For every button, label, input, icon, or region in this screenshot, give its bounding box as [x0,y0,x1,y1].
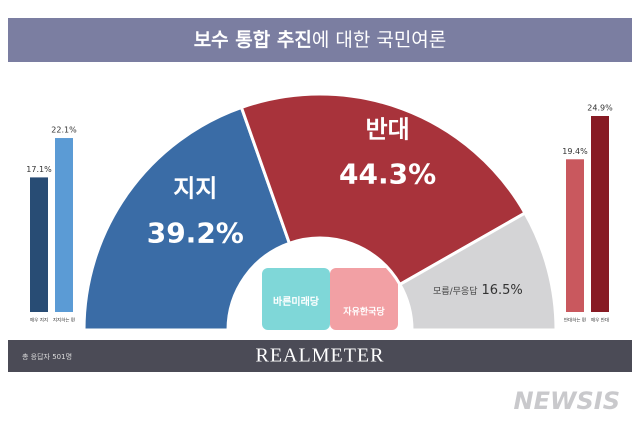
bar-category: 지지하는 편 [53,317,75,324]
bar [55,138,73,312]
footer-band [8,340,632,372]
header-band [8,18,632,62]
bar [30,177,48,312]
footer-brand: REALMETER [256,345,385,367]
bar-category: 반대하는 편 [564,317,586,324]
segment-name: 모름/무응답 [433,285,477,297]
bar-value: 22.1% [51,126,77,135]
logo-box [330,268,398,330]
logo-text: 바른미래당 [273,295,320,308]
logo-box [262,268,330,330]
title-rest: 에 대한 국민여론 [312,29,446,51]
bar-value: 19.4% [562,147,588,156]
logo-text: 자유한국당 [343,306,385,318]
bar [591,116,609,312]
segment-name: 반대 [366,115,410,143]
title-emphasis: 보수 통합 추진 [194,29,312,51]
segment-value: 44.3% [339,157,436,190]
donut-segment [239,92,528,287]
bar [566,159,584,312]
segment-value: 39.2% [147,217,244,250]
header-title: 보수 통합 추진에 대한 국민여론 [194,29,447,51]
donut-segment [82,105,292,332]
donut-segment [397,211,558,332]
watermark: NEWSIS [514,387,620,415]
footer-note: 총 응답자 501명 [22,352,72,361]
bar-category: 매우 지지 [30,317,48,324]
segment-value: 16.5% [481,283,522,298]
segment-name: 지지 [173,175,217,203]
bar-category: 매우 반대 [591,317,609,324]
bar-value: 24.9% [587,104,613,113]
bar-value: 17.1% [26,165,52,174]
